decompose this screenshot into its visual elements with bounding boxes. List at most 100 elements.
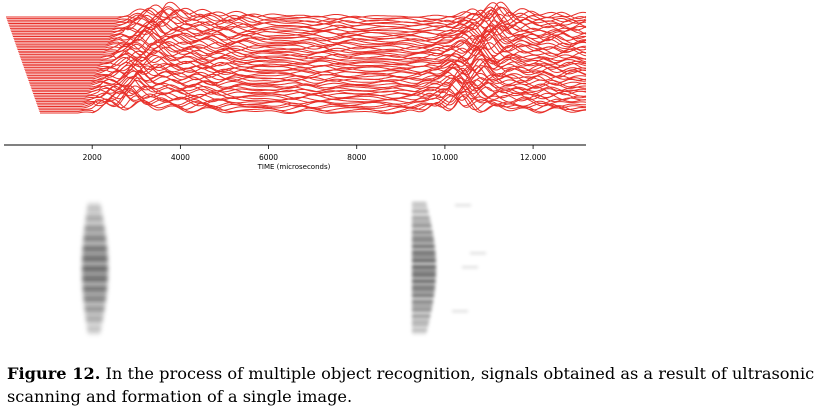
scan-stripe — [85, 318, 103, 320]
signal-trace — [12, 19, 587, 38]
scan-stripe — [412, 289, 435, 291]
scan-stripe — [412, 210, 429, 213]
scan-stripe — [84, 303, 106, 306]
signal-trace — [32, 77, 587, 93]
scan-stripe — [412, 236, 434, 239]
scan-stripe — [412, 323, 429, 326]
scan-stripe — [412, 231, 433, 233]
signal-trace — [23, 54, 587, 69]
figure-caption: Figure 12. In the process of multiple ob… — [7, 362, 817, 408]
scan-stripe — [412, 274, 436, 277]
signal-trace — [31, 75, 587, 93]
scan-stripe — [82, 289, 107, 291]
signal-trace — [26, 56, 587, 76]
signal-trace — [7, 6, 587, 24]
ultrasonic-scan-image — [82, 202, 486, 335]
scan-stripe — [412, 251, 436, 254]
scan-stripe — [82, 254, 108, 256]
scan-stripe — [412, 248, 436, 251]
scan-stripe — [87, 332, 101, 335]
scan-stripe — [85, 216, 103, 219]
scan-stripe — [412, 326, 428, 329]
scan-stripe — [412, 202, 427, 204]
signal-trace — [11, 13, 587, 33]
x-tick-label: 2000 — [83, 153, 102, 162]
scan-stripe — [82, 277, 108, 280]
signal-trace — [29, 65, 587, 87]
scan-stripe — [87, 204, 101, 207]
scan-stripe — [84, 231, 106, 233]
scan-stripe — [412, 277, 436, 280]
scan-stripe — [84, 228, 105, 230]
time-axis: 2000 4000 6000 8000 10.000 12.000 TIME (micro… — [4, 144, 586, 171]
scan-stripe — [412, 294, 434, 297]
scan-stripe — [412, 219, 431, 222]
signal-trace — [17, 32, 587, 52]
scan-stripe — [412, 254, 436, 256]
signal-trace — [26, 58, 587, 78]
scan-stripe — [86, 213, 103, 216]
scan-stripe — [412, 204, 428, 207]
scan-stripe — [412, 239, 434, 242]
scan-stripe — [412, 320, 430, 323]
scan-stripe — [412, 262, 436, 265]
signal-trace — [24, 46, 587, 71]
scan-stripe — [82, 280, 108, 283]
scan-stripe — [412, 260, 436, 262]
scan-secondary-echo — [455, 204, 471, 207]
signal-trace — [10, 13, 587, 32]
scan-stripe — [85, 219, 104, 222]
ultrasonic-signal-waterfall-plot — [6, 1, 587, 115]
scan-stripe — [412, 286, 436, 288]
signal-trace — [15, 24, 587, 47]
scan-stripe — [82, 265, 108, 268]
scan-stripe — [412, 312, 431, 314]
scan-stripe — [412, 283, 436, 285]
scan-stripe — [412, 280, 436, 283]
scan-stripe — [412, 233, 434, 236]
figure-label: Figure 12. — [7, 364, 101, 383]
scan-stripe — [84, 309, 105, 312]
scan-stripe — [412, 207, 428, 210]
signal-trace — [6, 1, 587, 18]
scan-stripe — [82, 271, 108, 274]
scan-stripe — [82, 251, 108, 254]
caption-text: In the process of multiple object recogn… — [7, 364, 815, 406]
scan-secondary-echo — [470, 252, 486, 255]
signal-trace — [8, 6, 587, 25]
x-tick-label: 10.000 — [432, 153, 458, 162]
signal-trace — [18, 33, 587, 54]
scan-stripe — [86, 326, 102, 329]
scan-stripe — [82, 257, 108, 259]
scan-stripe — [83, 297, 107, 300]
scan-stripe — [412, 315, 431, 317]
scan-stripe — [412, 228, 433, 230]
scan-stripe — [82, 248, 108, 251]
scan-stripe — [83, 294, 107, 297]
scan-stripe — [82, 245, 107, 248]
scan-stripe — [412, 242, 435, 245]
scan-stripe — [82, 242, 107, 245]
scan-stripe — [412, 332, 427, 335]
scan-stripe — [85, 315, 104, 317]
scan-stripe — [86, 207, 102, 210]
scan-stripe — [412, 216, 430, 219]
signal-trace — [36, 85, 587, 104]
scan-stripe — [82, 274, 108, 277]
x-axis-label: TIME (microseconds) — [257, 163, 331, 171]
signal-trace — [9, 9, 587, 29]
scan-stripe — [412, 303, 433, 306]
scan-stripe — [86, 320, 103, 323]
scan-stripe — [412, 265, 436, 268]
scan-stripe — [82, 286, 108, 288]
scan-stripe — [83, 300, 106, 303]
signal-trace — [11, 15, 587, 35]
signal-trace — [19, 34, 587, 56]
scan-stripe — [82, 268, 108, 271]
scan-stripe — [412, 222, 431, 225]
signal-trace — [14, 23, 587, 44]
scan-stripe — [82, 283, 108, 285]
scan-stripe — [412, 213, 430, 216]
scan-stripe — [83, 239, 107, 242]
scan-stripe — [412, 306, 433, 309]
